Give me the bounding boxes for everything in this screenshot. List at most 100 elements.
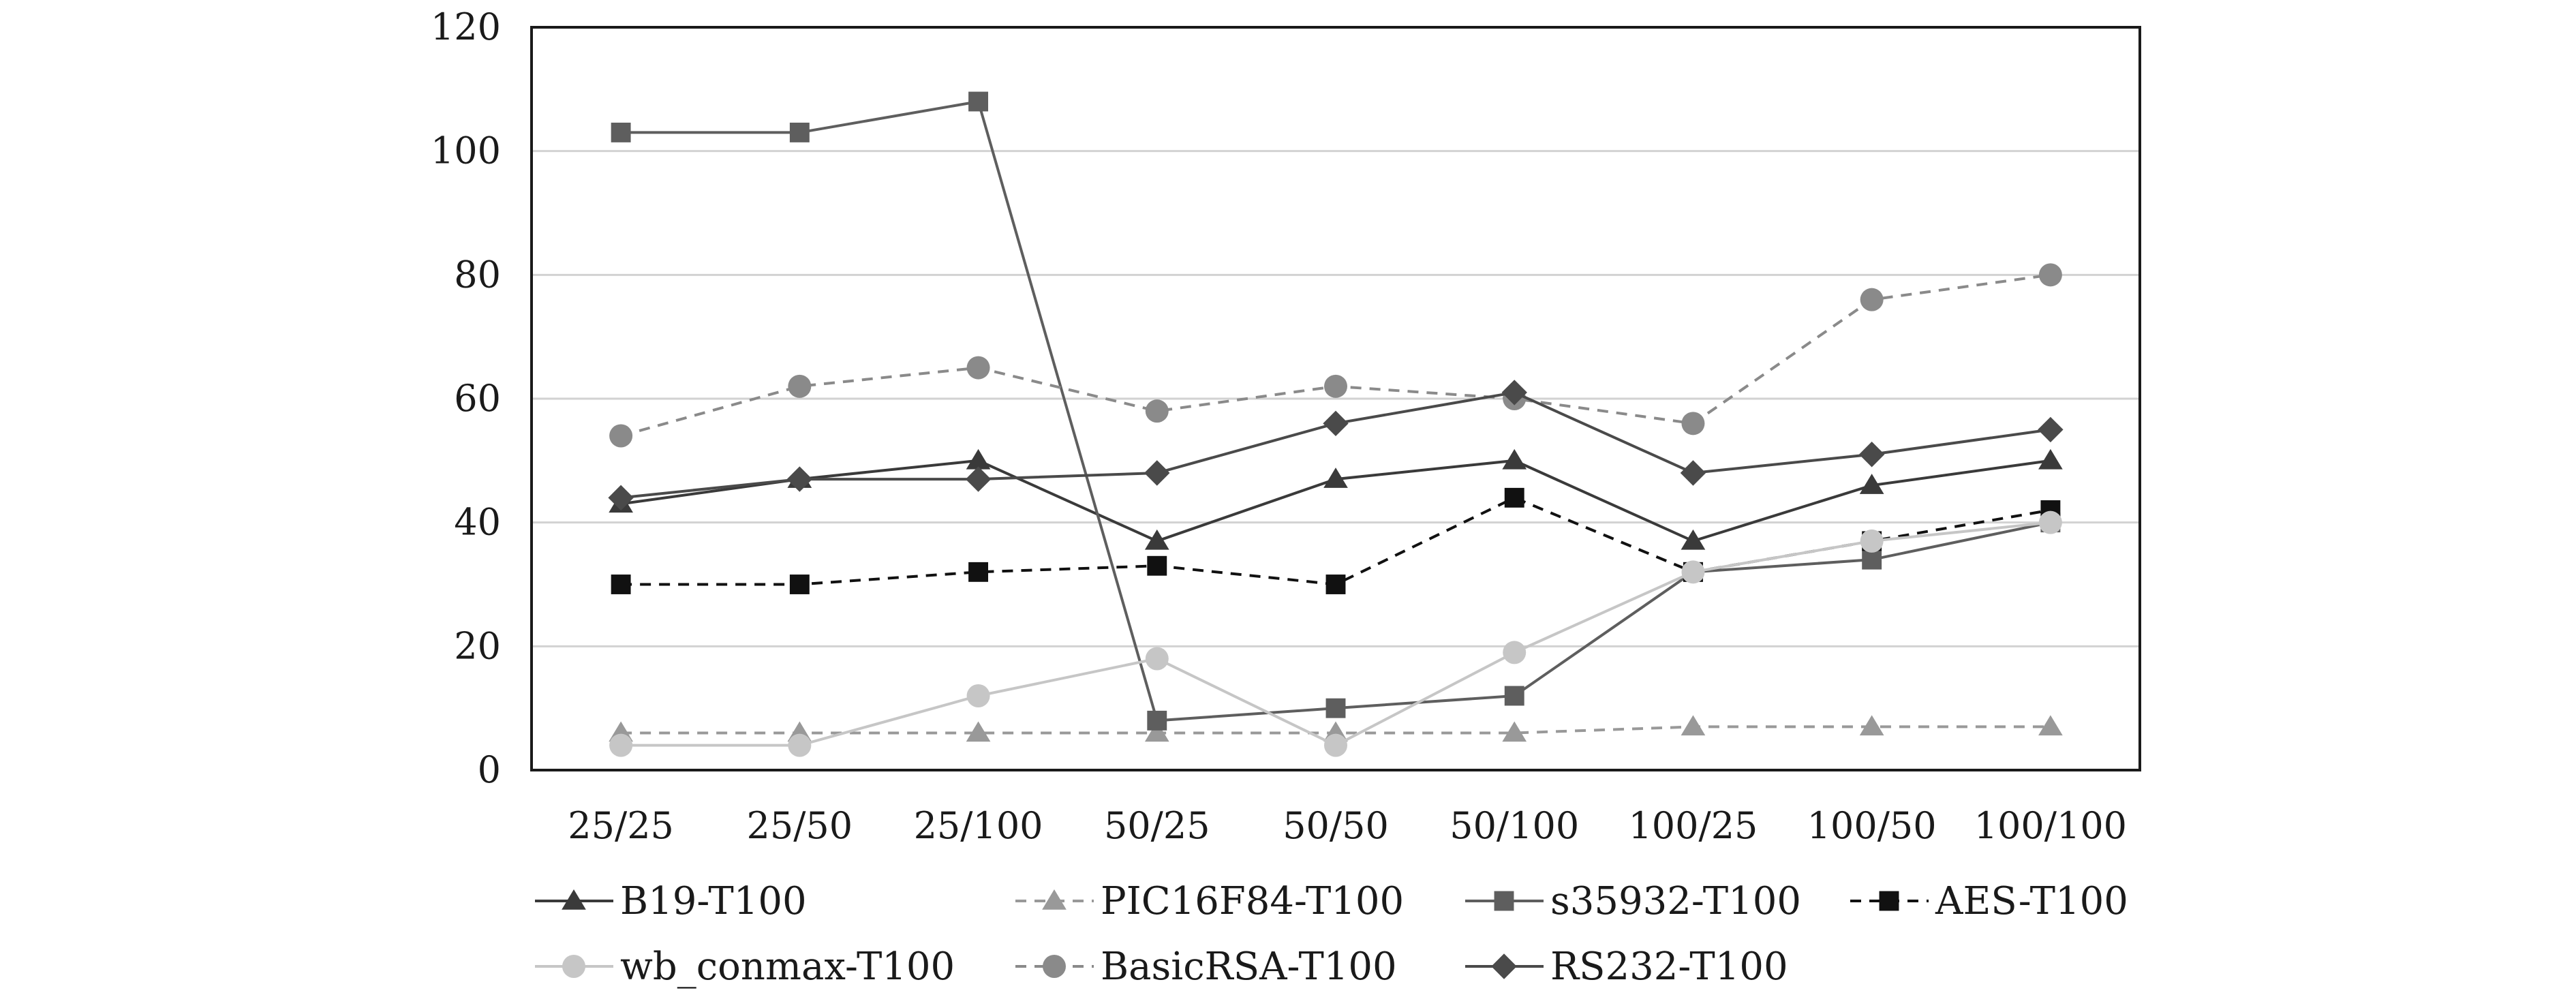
- data-point: [1502, 448, 1527, 470]
- y-tick-label: 0: [478, 748, 501, 791]
- data-point: [786, 466, 813, 492]
- legend-item: AES-T100: [1850, 879, 2128, 923]
- y-tick-label: 80: [454, 253, 501, 296]
- series-line: [621, 496, 2051, 586]
- x-tick-label: 100/25: [1628, 804, 1758, 847]
- data-point: [966, 448, 991, 470]
- gridlines: [532, 150, 2140, 647]
- data-point: [1147, 555, 1167, 576]
- x-tick-label: 100/50: [1807, 804, 1937, 847]
- legend-item: B19-T100: [535, 879, 807, 923]
- data-point: [1680, 460, 1706, 486]
- legend-marker: [562, 889, 586, 910]
- data-point: [1145, 647, 1169, 671]
- legend-label: AES-T100: [1935, 879, 2128, 923]
- y-tick-label: 60: [454, 377, 501, 420]
- data-point: [788, 374, 812, 398]
- data-point: [966, 684, 990, 707]
- data-point: [2038, 715, 2063, 736]
- data-point: [1145, 399, 1169, 423]
- data-point: [1504, 487, 1524, 508]
- data-point: [1147, 710, 1167, 731]
- data-point: [1501, 380, 1527, 405]
- legend-label: PIC16F84-T100: [1101, 879, 1404, 923]
- y-tick-label: 20: [454, 624, 501, 667]
- x-tick-label: 50/25: [1104, 804, 1210, 847]
- data-point: [1859, 715, 1884, 736]
- data-point: [2038, 510, 2062, 534]
- legend-label: BasicRSA-T100: [1101, 945, 1397, 989]
- data-point: [609, 733, 633, 757]
- x-tick-label: 25/25: [568, 804, 674, 847]
- legend-marker: [1043, 955, 1066, 978]
- legend-marker: [1879, 891, 1899, 911]
- data-point: [966, 356, 990, 380]
- legend-marker: [1042, 889, 1067, 910]
- data-point: [1504, 686, 1524, 706]
- data-point: [1325, 698, 1346, 718]
- x-axis-tick-labels: 25/25 25/50 25/100 50/25 50/50 50/100 100/25 10…: [568, 804, 2127, 847]
- data-point: [2038, 448, 2063, 470]
- legend-marker: [562, 955, 585, 978]
- legend-label: s35932-T100: [1550, 879, 1801, 923]
- x-tick-label: 25/100: [914, 804, 1043, 847]
- data-point: [608, 485, 634, 511]
- x-tick-label: 50/50: [1283, 804, 1389, 847]
- series-rs232-t100: [608, 380, 2064, 511]
- x-tick-label: 100/100: [1974, 804, 2127, 847]
- data-point: [1862, 549, 1882, 570]
- legend-item: wb_conmax-T100: [535, 945, 955, 989]
- series-aes-t100: [611, 487, 2061, 594]
- data-point: [1858, 442, 1885, 468]
- data-point: [2038, 263, 2062, 287]
- data-point: [1860, 529, 1884, 553]
- data-point: [965, 466, 992, 492]
- data-point: [1144, 721, 1169, 742]
- data-point: [1323, 468, 1348, 488]
- x-tick-label: 50/100: [1450, 804, 1579, 847]
- data-point: [789, 122, 810, 142]
- data-point: [1324, 733, 1347, 757]
- data-point: [1681, 412, 1705, 435]
- data-point: [1859, 474, 1884, 494]
- series-s35932-t100: [611, 91, 2061, 731]
- data-point: [1502, 721, 1527, 742]
- x-tick-label: 25/50: [747, 804, 853, 847]
- series-lines: [608, 91, 2064, 757]
- data-point: [788, 733, 812, 757]
- legend-label: B19-T100: [620, 879, 807, 923]
- legend-marker: [1494, 891, 1514, 911]
- y-tick-label: 100: [431, 129, 501, 172]
- data-point: [1681, 529, 1706, 550]
- data-point: [1144, 529, 1169, 550]
- data-point: [1325, 575, 1346, 594]
- data-point: [611, 122, 631, 142]
- legend-label: RS232-T100: [1550, 945, 1788, 989]
- data-point: [609, 424, 633, 448]
- y-tick-label: 40: [454, 501, 501, 544]
- legend: B19-T100 PIC16F84-T100 s35932-T100 AES-T100…: [535, 879, 2128, 989]
- data-point: [1681, 715, 1706, 736]
- series-basicrsa-t100: [609, 263, 2062, 448]
- legend-marker: [1491, 953, 1517, 979]
- data-point: [1860, 288, 1884, 311]
- data-point: [1681, 560, 1705, 584]
- data-point: [968, 91, 989, 112]
- data-point: [1324, 374, 1347, 398]
- data-point: [789, 575, 810, 594]
- legend-item: s35932-T100: [1465, 879, 1801, 923]
- series-b19-t100: [609, 448, 2063, 550]
- plot-area-frame: [530, 26, 2141, 771]
- legend-label: wb_conmax-T100: [620, 945, 955, 989]
- series-wb-conmax-t100: [609, 510, 2062, 757]
- y-tick-label: 120: [431, 5, 501, 48]
- data-point: [2038, 416, 2064, 443]
- data-point: [1503, 641, 1527, 664]
- legend-item: RS232-T100: [1465, 945, 1788, 989]
- data-point: [968, 562, 989, 582]
- legend-item: PIC16F84-T100: [1015, 879, 1404, 923]
- data-point: [1144, 460, 1170, 486]
- data-point: [611, 575, 631, 594]
- y-axis-tick-labels: 0 20 40 60 80 100 120: [431, 5, 501, 791]
